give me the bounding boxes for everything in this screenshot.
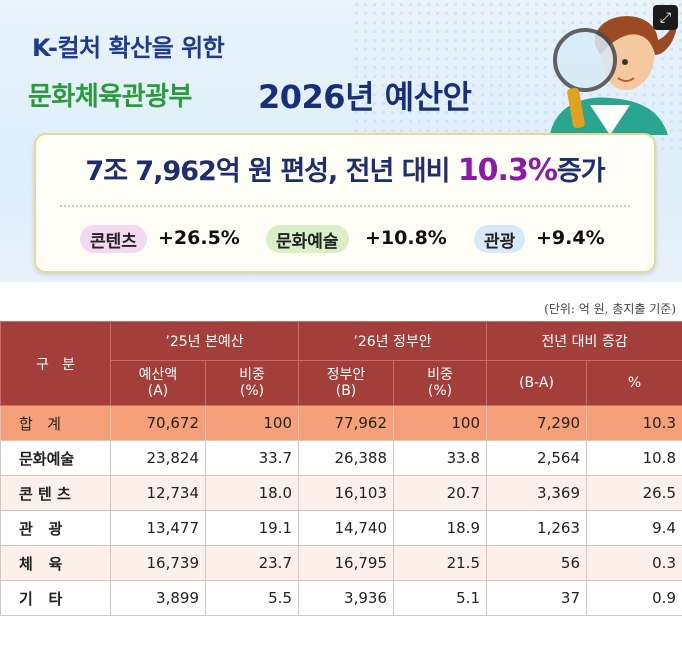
cell-pct: 10.8 — [586, 440, 682, 476]
cell-diff: 7,290 — [486, 405, 587, 441]
unit-note: (단위: 억 원, 총지출 기준) — [544, 302, 676, 316]
cell-share-a: 100 — [205, 405, 299, 441]
subheader-share-a: 비중 (%) — [205, 360, 299, 406]
cell-share-a: 23.7 — [205, 545, 299, 581]
chip-arts-value: +10.8% — [365, 227, 447, 249]
cell-proposal-b: 77,962 — [298, 405, 394, 441]
headline: 7조 7,962억 원 편성, 전년 대비 10.3%증가 — [36, 149, 654, 188]
chip-arts: 문화예술 — [266, 225, 349, 253]
row-category: 관 광 — [0, 510, 111, 546]
cell-diff: 1,263 — [486, 510, 587, 546]
row-category: 문화예술 — [0, 440, 111, 476]
table-row: 관 광 13,477 19.1 14,740 18.9 1,263 9.4 — [0, 510, 682, 546]
header-2025-budget: ’25년 본예산 — [110, 321, 299, 361]
cell-pct: 0.9 — [586, 580, 682, 616]
subheader-proposal-b: 정부안 (B) — [298, 360, 394, 406]
expand-icon[interactable]: ⤢ — [653, 5, 678, 30]
character-illustration — [550, 15, 678, 135]
cell-diff: 56 — [486, 545, 587, 581]
budget-table: 구 분 ’25년 본예산 ’26년 정부안 전년 대비 증감 예산액 (A) 비… — [0, 321, 682, 616]
row-category: 합 계 — [0, 405, 111, 441]
summary-card: 7조 7,962억 원 편성, 전년 대비 10.3%증가 콘텐츠 +26.5%… — [34, 133, 656, 273]
cell-budget-a: 70,672 — [110, 405, 206, 441]
chip-content: 콘텐츠 — [80, 225, 147, 253]
banner-title: 2026년 예산안 — [258, 78, 472, 116]
row-category: 콘 텐 츠 — [0, 475, 111, 511]
table-row: 콘 텐 츠 12,734 18.0 16,103 20.7 3,369 26.5 — [0, 475, 682, 511]
cell-pct: 9.4 — [586, 510, 682, 546]
cell-budget-a: 12,734 — [110, 475, 206, 511]
cell-diff: 3,369 — [486, 475, 587, 511]
row-category: 기 타 — [0, 580, 111, 616]
table-row: 기 타 3,899 5.5 3,936 5.1 37 0.9 — [0, 580, 682, 616]
cell-diff: 2,564 — [486, 440, 587, 476]
header-category: 구 분 — [0, 321, 111, 406]
cell-share-b: 20.7 — [393, 475, 487, 511]
cell-share-a: 5.5 — [205, 580, 299, 616]
cell-share-a: 18.0 — [205, 475, 299, 511]
headline-prefix: 7조 7,962억 원 편성, 전년 대비 — [85, 156, 458, 187]
cell-budget-a: 3,899 — [110, 580, 206, 616]
cell-proposal-b: 3,936 — [298, 580, 394, 616]
table-row-total: 합 계 70,672 100 77,962 100 7,290 10.3 — [0, 405, 682, 441]
header-change: 전년 대비 증감 — [486, 321, 682, 361]
cell-share-b: 21.5 — [393, 545, 487, 581]
row-category: 체 육 — [0, 545, 111, 581]
cell-share-b: 100 — [393, 405, 487, 441]
cell-proposal-b: 26,388 — [298, 440, 394, 476]
ministry-name: 문화체육관광부 — [28, 82, 192, 112]
cell-budget-a: 23,824 — [110, 440, 206, 476]
cell-share-a: 33.7 — [205, 440, 299, 476]
cell-diff: 37 — [486, 580, 587, 616]
subheader-pct: % — [586, 360, 682, 406]
cell-share-b: 33.8 — [393, 440, 487, 476]
headline-suffix: 증가 — [556, 156, 606, 187]
table-row: 체 육 16,739 23.7 16,795 21.5 56 0.3 — [0, 545, 682, 581]
chip-content-value: +26.5% — [158, 227, 240, 249]
dotted-divider — [60, 205, 630, 207]
banner-subtitle: K-컬처 확산을 위한 — [32, 34, 225, 62]
subheader-budget-a: 예산액 (A) — [110, 360, 206, 406]
cell-budget-a: 13,477 — [110, 510, 206, 546]
header-2026-proposal: ’26년 정부안 — [298, 321, 487, 361]
cell-proposal-b: 14,740 — [298, 510, 394, 546]
cell-pct: 26.5 — [586, 475, 682, 511]
cell-proposal-b: 16,795 — [298, 545, 394, 581]
cell-pct: 10.3 — [586, 405, 682, 441]
cell-share-a: 19.1 — [205, 510, 299, 546]
headline-percent: 10.3% — [457, 153, 558, 188]
chip-tourism: 관광 — [474, 225, 526, 253]
cell-share-b: 18.9 — [393, 510, 487, 546]
subheader-diff: (B-A) — [486, 360, 587, 406]
cell-proposal-b: 16,103 — [298, 475, 394, 511]
cell-budget-a: 16,739 — [110, 545, 206, 581]
chip-tourism-value: +9.4% — [536, 227, 605, 249]
budget-banner: K-컬처 확산을 위한 문화체육관광부 2026년 예산안 ⤢ 7조 7,962… — [0, 0, 682, 282]
cell-share-b: 5.1 — [393, 580, 487, 616]
cell-pct: 0.3 — [586, 545, 682, 581]
table-row: 문화예술 23,824 33.7 26,388 33.8 2,564 10.8 — [0, 440, 682, 476]
subheader-share-b: 비중 (%) — [393, 360, 487, 406]
